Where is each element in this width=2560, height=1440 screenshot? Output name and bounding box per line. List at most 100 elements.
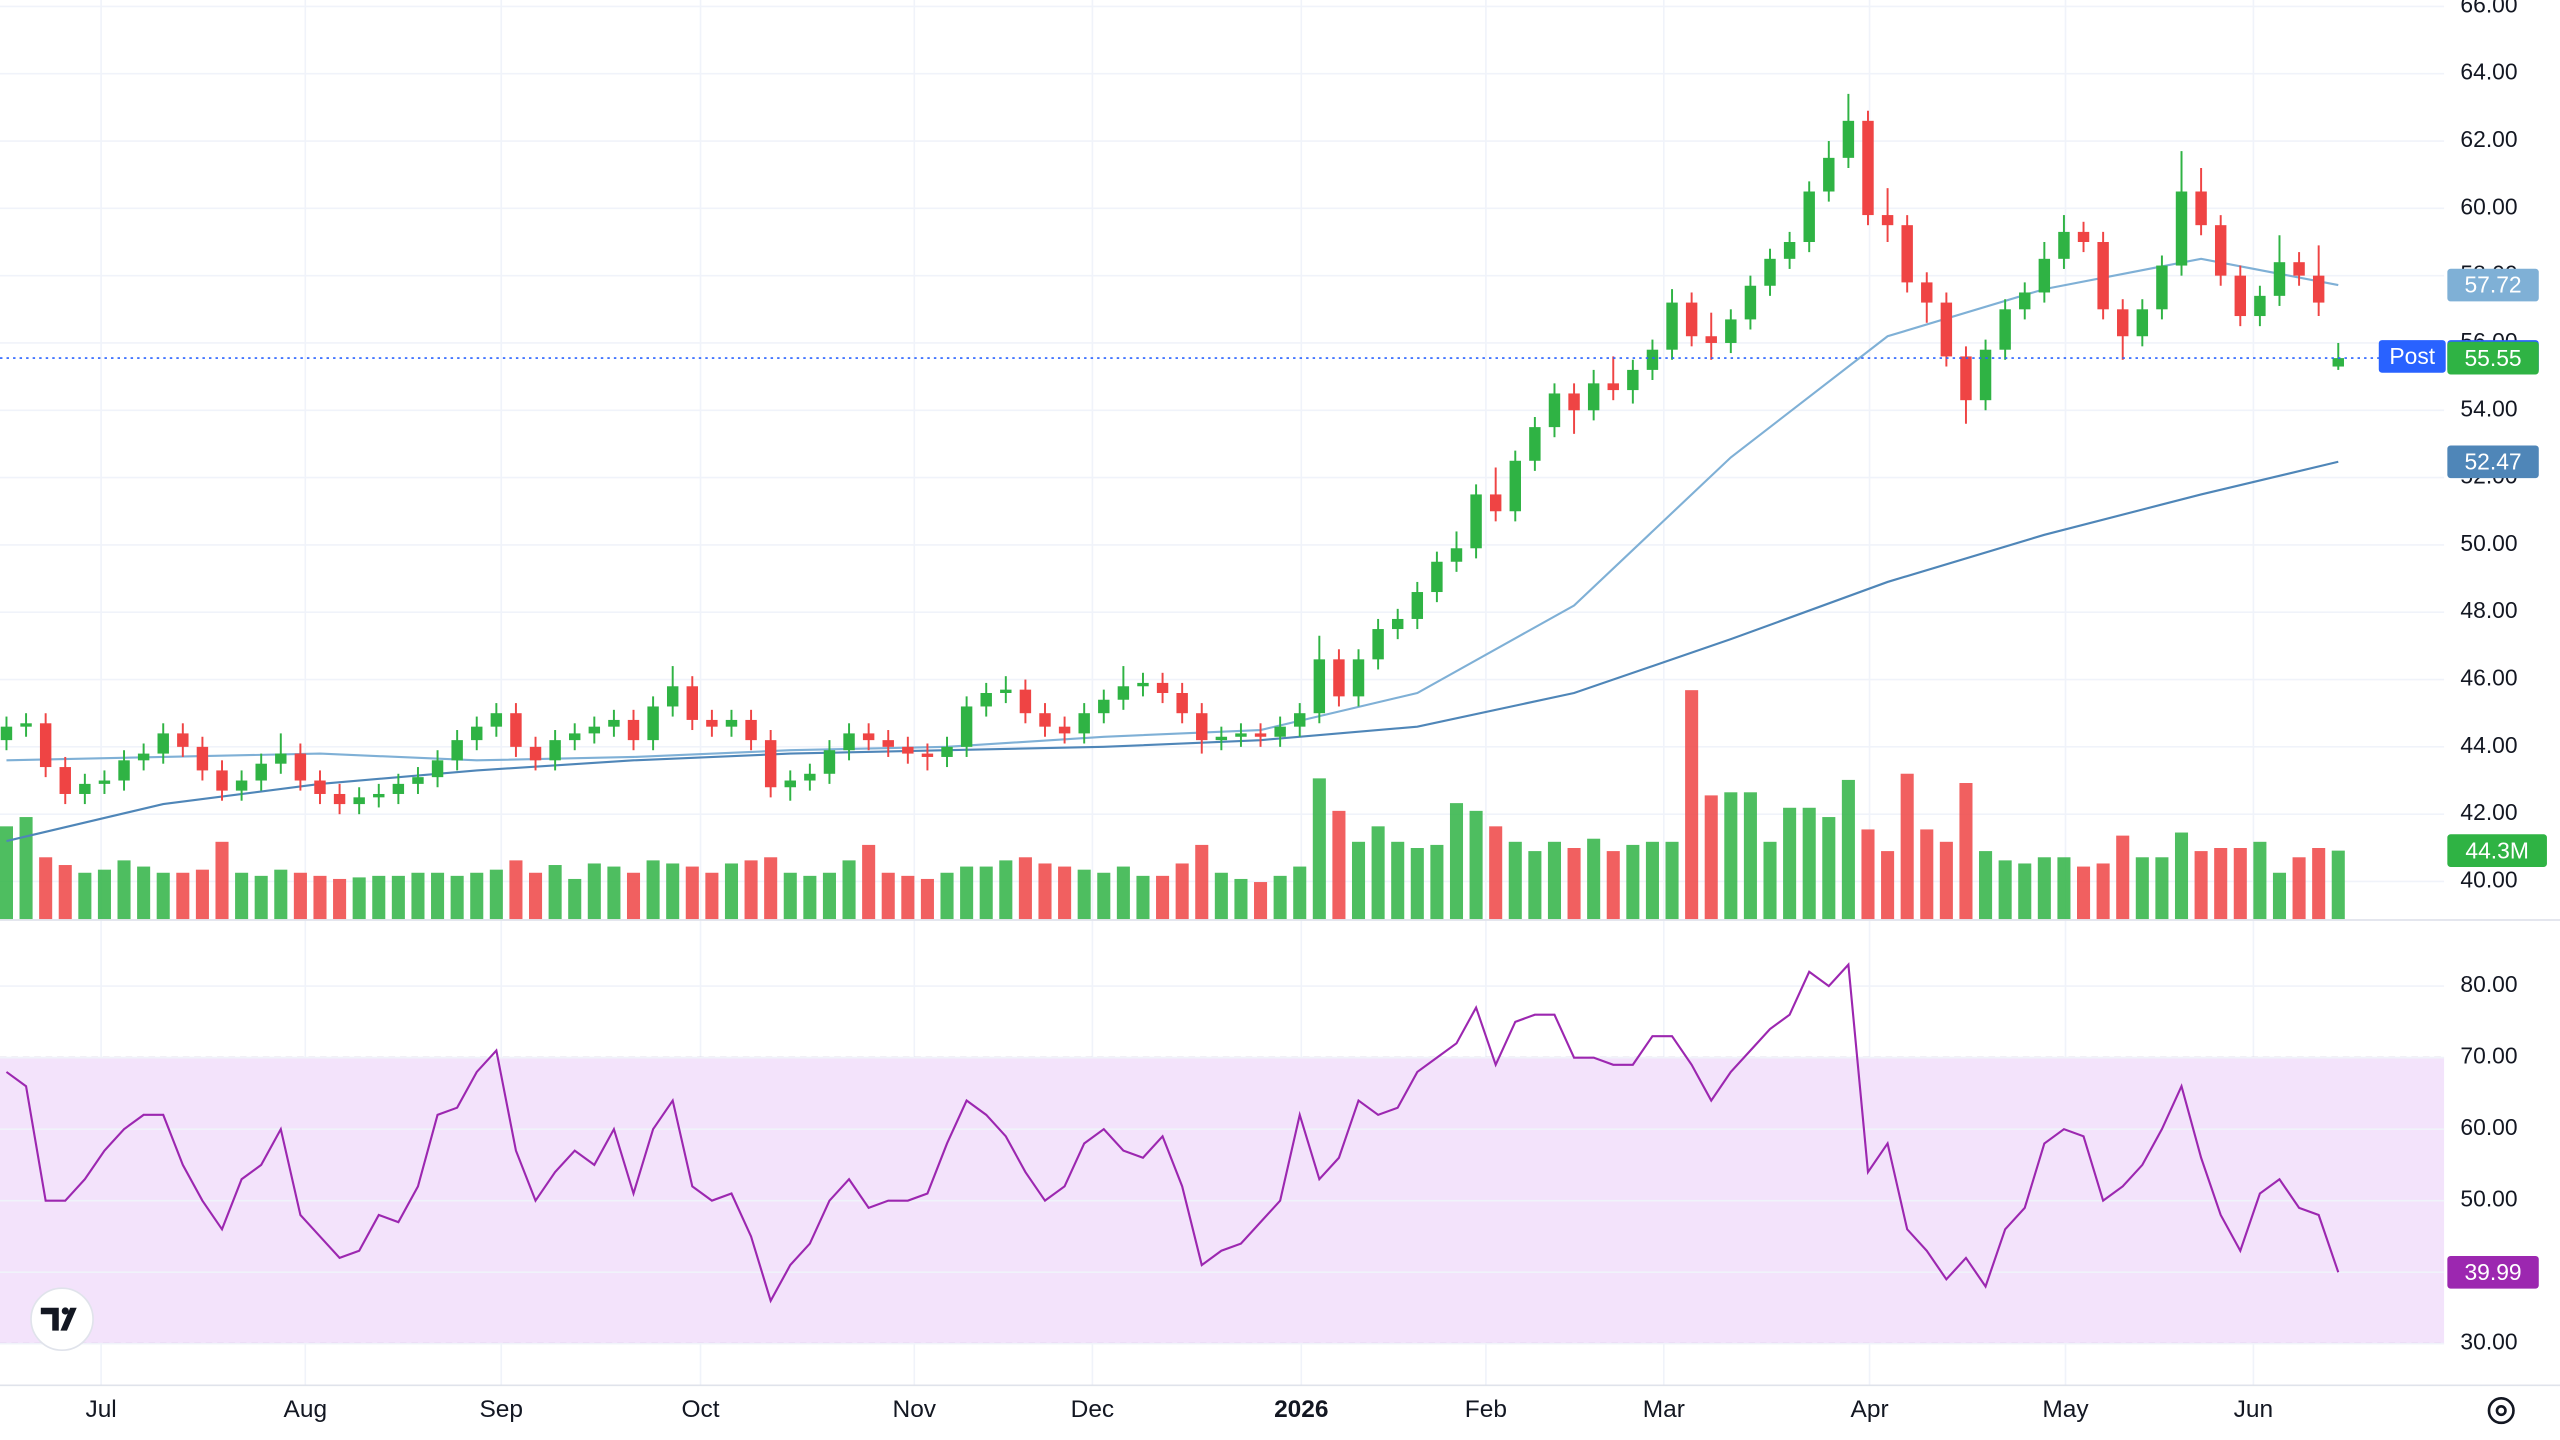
volume-bar	[568, 878, 582, 920]
candle-body	[1333, 659, 1345, 697]
volume-bar	[450, 875, 464, 920]
volume-bar	[97, 869, 111, 920]
volume-bar	[940, 872, 954, 920]
volume-bar	[1783, 807, 1797, 920]
volume-bar	[352, 877, 366, 920]
candle-body	[2214, 225, 2227, 276]
axis-layer: 40.0042.0044.0046.0048.0050.0052.0054.00…	[85, 0, 2547, 1423]
candle-body	[666, 686, 679, 707]
candle-body	[0, 726, 13, 741]
candle-body	[137, 753, 150, 761]
candle-body	[2058, 231, 2070, 259]
candle-body	[1842, 120, 1855, 158]
candle-body	[529, 746, 542, 761]
post-label: Post	[2389, 343, 2435, 369]
candle-body	[1568, 393, 1580, 411]
volume-bar	[2037, 857, 2051, 920]
candle-body	[1803, 191, 1815, 242]
candle-body	[1901, 225, 1913, 283]
logo-badge	[30, 1287, 94, 1352]
candle-body	[1294, 713, 1306, 727]
volume-bar	[1449, 803, 1464, 920]
logo-dot	[61, 1307, 69, 1315]
candle-body	[960, 706, 973, 747]
candle-body	[412, 777, 424, 784]
candle-body	[1646, 349, 1659, 370]
volume-bar	[607, 866, 621, 920]
volume-bar	[705, 872, 719, 920]
volume-bar	[333, 878, 347, 920]
volume-bar	[1920, 829, 1934, 920]
candle-body	[725, 719, 738, 727]
candle-body	[451, 740, 463, 761]
candle-body	[980, 693, 992, 707]
volume-bar	[1156, 875, 1170, 920]
volume-bar	[78, 872, 92, 920]
volume-bar	[1175, 863, 1189, 920]
candle-body	[1117, 686, 1130, 700]
last-price-badge-bg	[2447, 341, 2539, 375]
candle-body	[353, 797, 365, 805]
candle-body	[2077, 231, 2090, 242]
candle-body	[784, 780, 796, 788]
post-label-bg	[2378, 340, 2446, 373]
volume-bar	[2057, 857, 2071, 920]
volume-bar	[1587, 838, 1601, 920]
y-tick-label: 50.00	[2460, 530, 2517, 556]
y-tick-label: 40.00	[2460, 867, 2517, 893]
rsi-badge-bg	[2447, 1255, 2539, 1289]
volume-bar	[137, 866, 151, 920]
volume-bar	[470, 872, 484, 920]
candle-body	[764, 740, 777, 788]
candle-body	[1098, 699, 1110, 714]
volume-bar	[0, 826, 13, 920]
volume-bar	[1567, 848, 1581, 920]
volume-bar	[2214, 848, 2228, 920]
y-tick-label: 46.00	[2460, 665, 2517, 691]
candle-body	[941, 746, 953, 757]
candle-body	[804, 773, 816, 781]
y-tick-label: 64.00	[2460, 59, 2517, 85]
volume-bar	[1430, 844, 1444, 920]
candle-body	[1411, 592, 1424, 619]
plot-layer	[0, 93, 2445, 1304]
candle-body	[2117, 309, 2129, 337]
volume-bar	[2272, 872, 2287, 920]
candle-body	[1705, 336, 1717, 343]
settings-gear-hub[interactable]	[2495, 1405, 2507, 1417]
volume-bar	[1391, 841, 1405, 920]
x-tick-label: May	[2042, 1396, 2089, 1423]
y-tick-label: 66.00	[2460, 0, 2517, 17]
candle-body	[431, 760, 444, 778]
x-tick-label: Apr	[1851, 1396, 1889, 1423]
volume-bar	[803, 875, 817, 920]
volume-bar	[2253, 841, 2267, 920]
volume-bar	[1312, 778, 1326, 920]
candle-body	[921, 753, 934, 757]
candle-body	[471, 726, 483, 741]
candle-body	[314, 780, 326, 794]
volume-bar	[176, 872, 190, 920]
settings-button[interactable]	[2487, 1397, 2515, 1425]
x-tick-label: Mar	[1643, 1396, 1685, 1423]
volume-bar	[1763, 841, 1777, 920]
volume-bar	[1097, 872, 1111, 920]
candle-body	[1019, 689, 1032, 714]
volume-bar	[1214, 872, 1228, 920]
candle-body	[216, 770, 228, 791]
candle-body	[1372, 629, 1384, 660]
volume-bar	[1861, 829, 1875, 920]
candle-body	[1431, 561, 1443, 593]
settings-gear[interactable]	[2487, 1397, 2515, 1425]
volume-bar	[411, 872, 425, 920]
volume-bar	[862, 844, 876, 920]
candle-body	[1274, 726, 1286, 737]
volume-bar	[1018, 857, 1032, 920]
volume-bar	[254, 875, 268, 920]
volume-bar	[2018, 863, 2032, 920]
volume-bar	[195, 869, 209, 920]
volume-bar	[293, 872, 307, 920]
candle-body	[1548, 393, 1561, 428]
ma-slow-badge: 52.47	[2464, 448, 2521, 474]
candle-body	[1979, 349, 1992, 401]
